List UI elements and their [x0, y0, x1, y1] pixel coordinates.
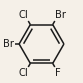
- Text: Br: Br: [55, 10, 66, 20]
- Text: Br: Br: [3, 39, 14, 49]
- Text: F: F: [55, 68, 61, 78]
- Text: Cl: Cl: [18, 10, 28, 20]
- Text: Cl: Cl: [18, 68, 28, 78]
